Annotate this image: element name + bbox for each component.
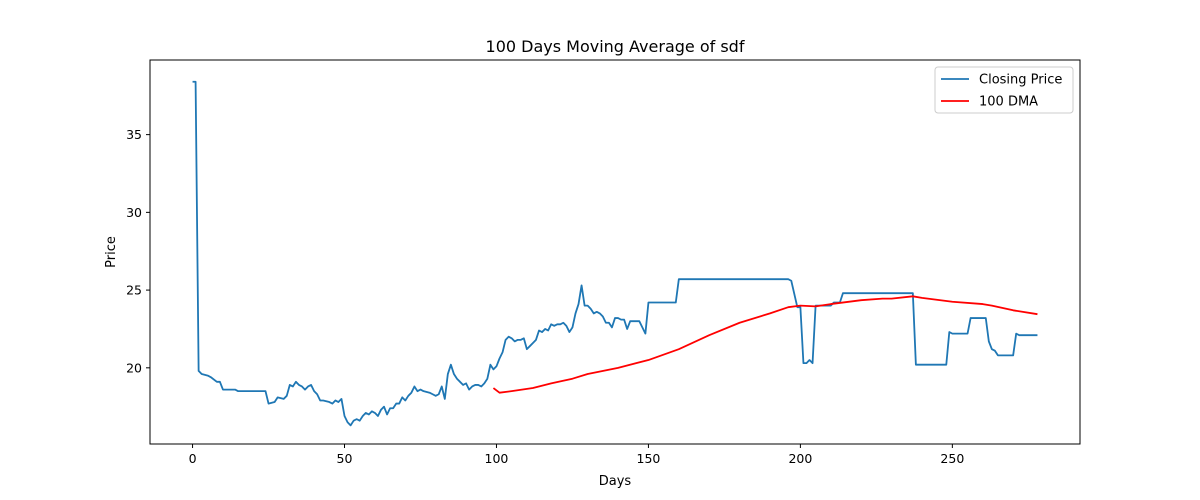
series-line-1 xyxy=(492,295,1038,394)
x-axis-title: Days xyxy=(599,474,632,489)
x-tick-label: 0 xyxy=(189,451,197,466)
x-axis: 0 50 100 150 200 250 xyxy=(189,444,964,466)
plot-frame xyxy=(149,59,1081,445)
y-axis-title: Price xyxy=(104,236,119,268)
x-tick-label: 150 xyxy=(637,451,661,466)
legend-box xyxy=(934,66,1074,114)
y-tick-label: 35 xyxy=(126,127,142,142)
series-line-0 xyxy=(192,80,1038,427)
x-tick-label: 100 xyxy=(485,451,509,466)
y-tick-label: 20 xyxy=(126,360,142,375)
x-tick-label: 250 xyxy=(940,451,964,466)
y-tick-label: 30 xyxy=(126,205,142,220)
legend-label-0: Closing Price xyxy=(979,73,1062,88)
plot-area xyxy=(192,80,1038,427)
chart-title: 100 Days Moving Average of sdf xyxy=(486,37,745,56)
x-tick-label: 200 xyxy=(788,451,812,466)
x-tick-label: 50 xyxy=(337,451,353,466)
legend-label-1: 100 DMA xyxy=(979,95,1038,110)
legend: Closing Price 100 DMA xyxy=(934,66,1074,114)
y-axis: 20 25 30 35 xyxy=(126,127,150,375)
y-tick-label: 25 xyxy=(126,283,142,298)
